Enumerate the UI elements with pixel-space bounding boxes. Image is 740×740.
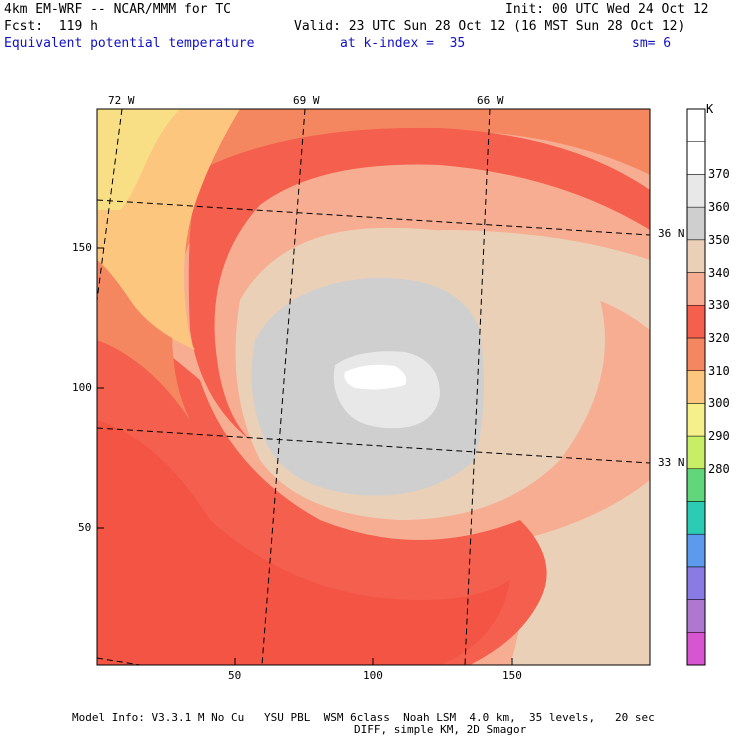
colorbar-label: 340 [708, 265, 730, 280]
lon-label-69w: 69 W [293, 94, 320, 107]
colorbar [686, 108, 706, 666]
colorbar-label: 290 [708, 429, 730, 444]
colorbar-label: 330 [708, 298, 730, 313]
field-tan-se [510, 480, 650, 665]
x-tick-50: 50 [228, 669, 242, 682]
colorbar-box [686, 533, 706, 568]
forecast-hour: Fcst: 119 h [4, 19, 98, 34]
colorbar-label: 280 [708, 461, 730, 476]
field-yellow-nw [97, 109, 180, 210]
field-red-ring [188, 127, 650, 440]
lat-label-33n: 33 N [658, 456, 685, 469]
lat-label-36n: 36 N [658, 227, 685, 240]
colorbar-frame [686, 108, 706, 666]
theta-e-field [97, 109, 650, 665]
colorbar-label: 370 [708, 167, 730, 182]
x-tick-100: 100 [363, 669, 383, 682]
model-info-diff: DIFF, simple KM, 2D Smagor [354, 723, 527, 736]
axis-ticks [97, 247, 513, 665]
meridian-66w [464, 109, 491, 665]
meridian-72w [97, 109, 123, 301]
field-red-core [97, 420, 510, 665]
colorbar-box [686, 174, 706, 208]
colorbar-unit: K [706, 102, 714, 116]
colorbar-box [686, 206, 706, 241]
valid-time: Valid: 23 UTC Sun 28 Oct 12 (16 MST Sun … [294, 19, 686, 34]
meridian-69w [261, 109, 306, 665]
colorbar-box [686, 468, 706, 502]
colorbar-label: 320 [708, 330, 730, 345]
colorbar-box [686, 337, 706, 371]
colorbar-box [686, 599, 706, 633]
smoothing-info: sm= 6 [632, 36, 672, 51]
lon-label-72w: 72 W [108, 94, 135, 107]
colorbar-box [686, 304, 706, 339]
colorbar-box [686, 108, 706, 142]
parallel-30n [97, 657, 141, 665]
colorbar-box [686, 239, 706, 273]
lon-label-66w: 66 W [477, 94, 504, 107]
field-name: Equivalent potential temperature [4, 36, 255, 51]
level-info: at k-index = 35 [340, 36, 466, 51]
colorbar-box [686, 632, 706, 666]
colorbar-box [686, 272, 706, 306]
field-white-eye [344, 364, 407, 390]
colorbar-label: 300 [708, 396, 730, 411]
parallel-36n [97, 199, 650, 236]
y-tick-150: 150 [72, 241, 92, 254]
y-tick-100: 100 [72, 381, 92, 394]
init-time: Init: 00 UTC Wed 24 Oct 12 [505, 2, 709, 17]
model-title: 4km EM-WRF -- NCAR/MMM for TC [4, 2, 231, 17]
field-tan-ne [440, 230, 650, 330]
colorbar-box [686, 435, 706, 470]
colorbar-box [686, 370, 706, 404]
colorbar-box [686, 501, 706, 535]
colorbar-box [686, 566, 706, 600]
colorbar-box [686, 141, 706, 175]
graticule [97, 109, 650, 665]
parallel-33n [97, 427, 650, 464]
colorbar-box [686, 403, 706, 437]
x-tick-150: 150 [502, 669, 522, 682]
colorbar-label: 360 [708, 200, 730, 215]
y-tick-50: 50 [78, 521, 92, 534]
model-info: Model Info: V3.3.1 M No Cu YSU PBL WSM 6… [72, 711, 655, 724]
colorbar-label: 310 [708, 363, 730, 378]
colorbar-label: 350 [708, 232, 730, 247]
